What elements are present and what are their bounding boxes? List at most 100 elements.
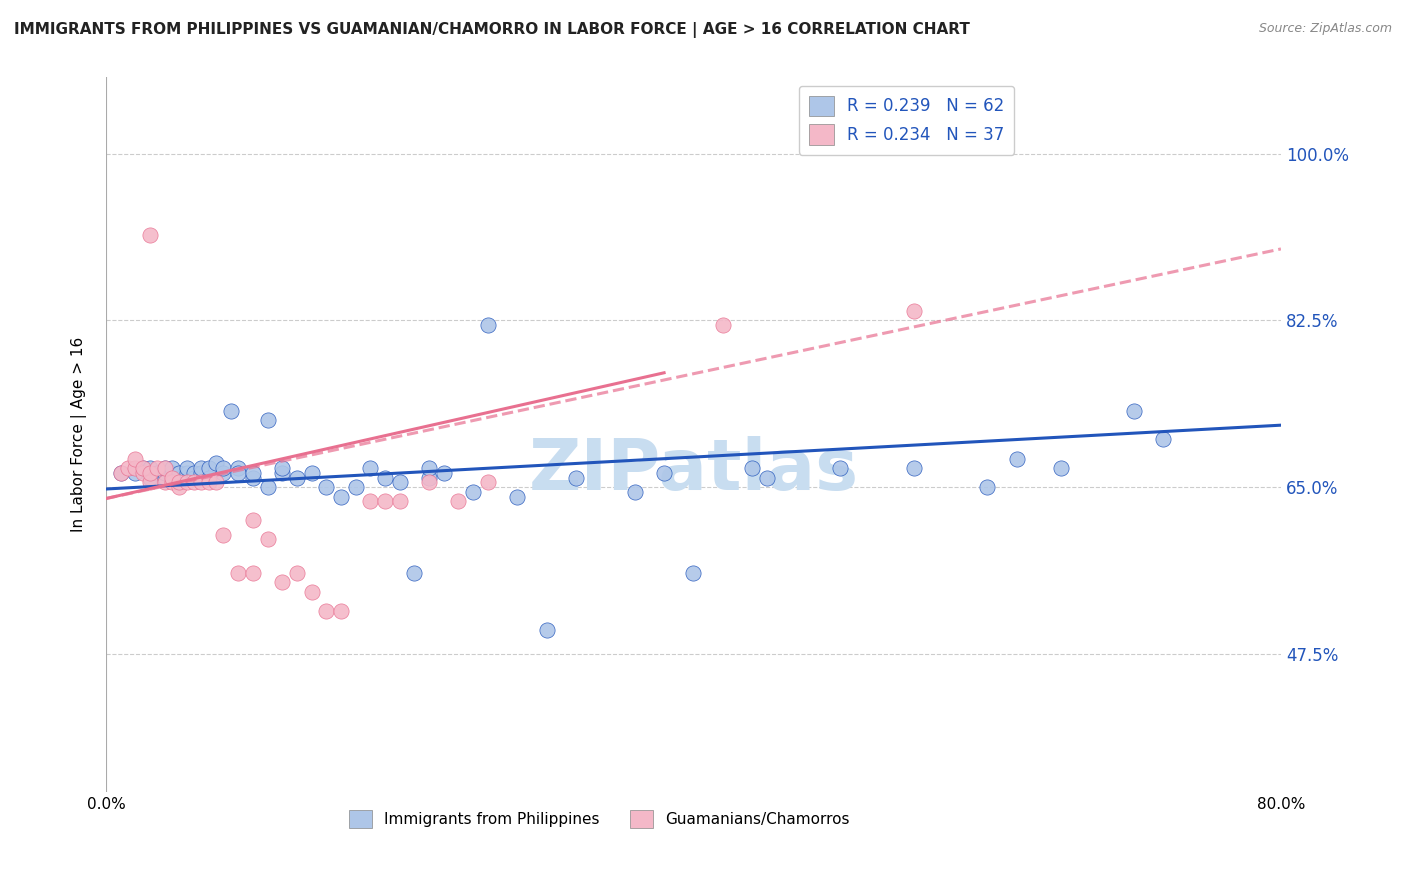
Point — [205, 456, 228, 470]
Point — [285, 566, 308, 580]
Point — [183, 466, 205, 480]
Point — [404, 566, 426, 580]
Point — [160, 466, 183, 480]
Point — [315, 604, 337, 618]
Text: ZIPatlas: ZIPatlas — [529, 436, 859, 505]
Point — [124, 466, 146, 480]
Point — [755, 470, 778, 484]
Point — [315, 480, 337, 494]
Point — [711, 318, 734, 333]
Point — [131, 461, 153, 475]
Point — [205, 475, 228, 490]
Point — [418, 461, 440, 475]
Point — [198, 461, 221, 475]
Point — [226, 566, 249, 580]
Point — [344, 480, 367, 494]
Point — [176, 466, 198, 480]
Point — [153, 470, 176, 484]
Point — [212, 527, 235, 541]
Point — [139, 227, 162, 242]
Point — [1005, 451, 1028, 466]
Point — [271, 466, 294, 480]
Point — [242, 466, 264, 480]
Point — [139, 461, 162, 475]
Point — [190, 466, 212, 480]
Point — [903, 461, 925, 475]
Point — [153, 461, 176, 475]
Point — [242, 513, 264, 527]
Point — [256, 533, 278, 547]
Point — [139, 466, 162, 480]
Point — [418, 470, 440, 484]
Point — [160, 461, 183, 475]
Point — [139, 475, 162, 490]
Point — [242, 566, 264, 580]
Point — [169, 470, 191, 484]
Point — [212, 461, 235, 475]
Point — [1049, 461, 1071, 475]
Point — [226, 461, 249, 475]
Point — [1152, 433, 1174, 447]
Point — [117, 461, 139, 475]
Point — [183, 475, 205, 490]
Point — [388, 475, 411, 490]
Point — [741, 461, 763, 475]
Point — [447, 494, 470, 508]
Point — [110, 466, 132, 480]
Point — [146, 461, 169, 475]
Point — [359, 494, 381, 508]
Point — [433, 466, 456, 480]
Point — [271, 575, 294, 590]
Point — [139, 470, 162, 484]
Point — [374, 494, 396, 508]
Point — [477, 318, 499, 333]
Point — [256, 413, 278, 427]
Point — [169, 475, 191, 490]
Point — [976, 480, 998, 494]
Point — [146, 466, 169, 480]
Point — [477, 475, 499, 490]
Point — [176, 461, 198, 475]
Point — [169, 466, 191, 480]
Point — [131, 466, 153, 480]
Point — [652, 466, 675, 480]
Point — [160, 475, 183, 490]
Point — [198, 475, 221, 490]
Point — [190, 461, 212, 475]
Y-axis label: In Labor Force | Age > 16: In Labor Force | Age > 16 — [72, 337, 87, 533]
Legend: Immigrants from Philippines, Guamanians/Chamorros: Immigrants from Philippines, Guamanians/… — [343, 804, 856, 834]
Point — [176, 475, 198, 490]
Point — [374, 470, 396, 484]
Point — [160, 470, 183, 484]
Point — [110, 466, 132, 480]
Point — [330, 604, 353, 618]
Point — [388, 494, 411, 508]
Point — [565, 470, 588, 484]
Point — [301, 466, 323, 480]
Point — [463, 484, 485, 499]
Point — [219, 404, 242, 418]
Point — [285, 470, 308, 484]
Point — [536, 623, 558, 637]
Point — [198, 470, 221, 484]
Point — [226, 466, 249, 480]
Point — [682, 566, 704, 580]
Point — [830, 461, 852, 475]
Point — [183, 470, 205, 484]
Point — [623, 484, 645, 499]
Point — [212, 466, 235, 480]
Text: Source: ZipAtlas.com: Source: ZipAtlas.com — [1258, 22, 1392, 36]
Point — [153, 461, 176, 475]
Point — [903, 303, 925, 318]
Point — [506, 490, 529, 504]
Point — [190, 475, 212, 490]
Text: IMMIGRANTS FROM PHILIPPINES VS GUAMANIAN/CHAMORRO IN LABOR FORCE | AGE > 16 CORR: IMMIGRANTS FROM PHILIPPINES VS GUAMANIAN… — [14, 22, 970, 38]
Point — [153, 475, 176, 490]
Point — [301, 585, 323, 599]
Point — [169, 480, 191, 494]
Point — [256, 480, 278, 494]
Point — [330, 490, 353, 504]
Point — [153, 466, 176, 480]
Point — [418, 475, 440, 490]
Point — [124, 451, 146, 466]
